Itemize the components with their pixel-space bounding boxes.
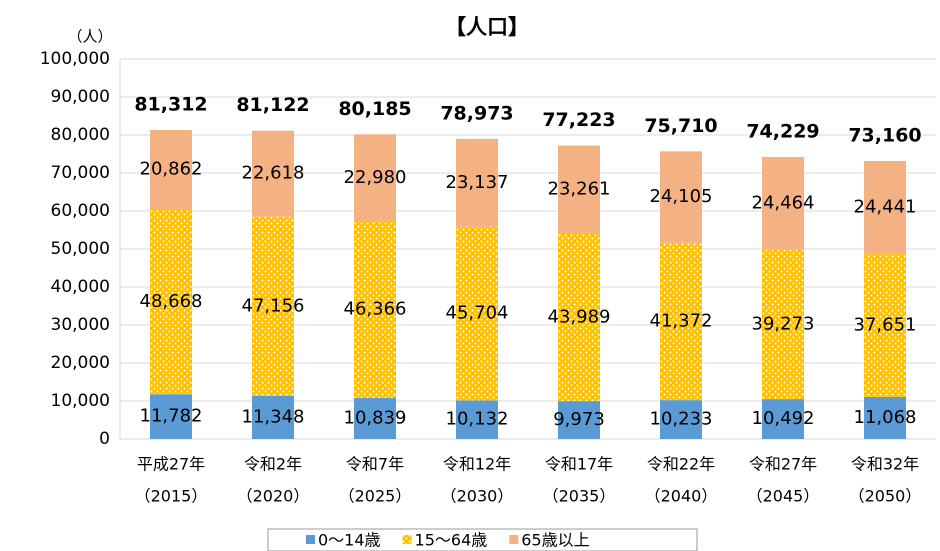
x-tick-year: （2025） xyxy=(339,487,412,506)
y-tick-label: 80,000 xyxy=(51,125,110,145)
bar-segment xyxy=(150,209,192,395)
value-label: 37,651 xyxy=(854,314,917,335)
legend-label: 65歳以上 xyxy=(521,531,589,550)
x-tick-year: （2030） xyxy=(441,487,514,506)
bar-segment xyxy=(558,401,600,439)
value-label: 47,156 xyxy=(242,295,305,316)
value-label: 11,782 xyxy=(140,406,203,427)
x-tick-label: 令和17年 xyxy=(545,455,613,474)
y-tick-label: 10,000 xyxy=(51,391,110,411)
x-tick-label: 平成27年 xyxy=(137,455,205,474)
total-label: 77,223 xyxy=(542,109,615,131)
y-tick-label: 40,000 xyxy=(51,277,110,297)
value-label: 9,973 xyxy=(553,409,605,430)
y-tick-label: 60,000 xyxy=(51,201,110,221)
total-label: 75,710 xyxy=(644,115,717,137)
y-tick-label: 30,000 xyxy=(51,315,110,335)
bar-segment xyxy=(150,130,192,210)
bar-segment xyxy=(456,138,498,227)
value-label: 24,464 xyxy=(752,192,815,213)
bar-segment xyxy=(252,395,294,439)
legend-label: 15～64歳 xyxy=(415,531,488,550)
value-label: 39,273 xyxy=(752,314,815,335)
x-tick-year: （2035） xyxy=(543,487,616,506)
value-label: 10,839 xyxy=(344,407,407,428)
value-label: 20,862 xyxy=(140,159,203,180)
x-tick-label: 令和32年 xyxy=(851,455,919,474)
bar-segment xyxy=(456,226,498,401)
total-label: 73,160 xyxy=(848,124,921,146)
value-label: 24,441 xyxy=(854,196,917,217)
x-tick-year: （2040） xyxy=(645,487,718,506)
legend-swatch xyxy=(306,535,315,544)
bar-segment xyxy=(762,156,804,250)
value-label: 23,261 xyxy=(548,179,611,200)
value-label: 23,137 xyxy=(446,172,509,193)
bar-segment xyxy=(252,216,294,396)
bar-segment xyxy=(354,134,396,222)
value-label: 46,366 xyxy=(344,299,407,320)
value-label: 24,105 xyxy=(650,186,713,207)
value-label: 22,618 xyxy=(242,163,305,184)
bar-segment xyxy=(456,400,498,439)
total-label: 78,973 xyxy=(440,102,513,124)
total-label: 81,122 xyxy=(236,94,309,116)
chart-title: 【人口】 xyxy=(445,15,529,39)
y-tick-label: 0 xyxy=(99,429,110,449)
value-label: 11,068 xyxy=(854,407,917,428)
x-tick-year: （2050） xyxy=(849,487,922,506)
value-label: 11,348 xyxy=(242,406,305,427)
legend-swatch xyxy=(402,535,412,544)
legend-box xyxy=(267,528,698,551)
value-label: 43,989 xyxy=(548,307,611,328)
value-label: 48,668 xyxy=(140,291,203,312)
value-label: 10,233 xyxy=(650,409,713,430)
value-label: 41,372 xyxy=(650,311,713,332)
total-label: 74,229 xyxy=(746,120,819,142)
x-tick-label: 令和22年 xyxy=(647,455,715,474)
legend-label: 0～14歳 xyxy=(318,531,381,550)
bar-segment xyxy=(558,233,600,402)
legend-swatch xyxy=(509,535,519,544)
bar-segment xyxy=(558,145,600,234)
x-tick-label: 令和2年 xyxy=(244,455,302,474)
y-tick-label: 20,000 xyxy=(51,353,110,373)
bar-segment xyxy=(864,396,906,439)
bar-segment xyxy=(762,249,804,400)
value-label: 45,704 xyxy=(446,303,509,324)
x-tick-year: （2045） xyxy=(747,487,820,506)
bar-segment xyxy=(660,242,702,401)
y-axis-label: （人） xyxy=(67,28,112,46)
value-label: 22,980 xyxy=(344,167,407,188)
bar-segment xyxy=(762,399,804,439)
x-tick-label: 令和12年 xyxy=(443,455,511,474)
value-label: 10,132 xyxy=(446,409,509,430)
x-tick-year: （2015） xyxy=(135,487,208,506)
bar-segment xyxy=(354,221,396,398)
x-tick-label: 令和7年 xyxy=(346,455,404,474)
x-tick-year: （2020） xyxy=(237,487,310,506)
bar-segment xyxy=(150,394,192,439)
y-tick-label: 100,000 xyxy=(40,49,110,69)
value-label: 10,492 xyxy=(752,408,815,429)
total-label: 80,185 xyxy=(338,98,411,120)
bar-segment xyxy=(660,151,702,243)
y-tick-label: 50,000 xyxy=(51,239,110,259)
bar-segment xyxy=(660,400,702,439)
bar-segment xyxy=(864,253,906,397)
y-tick-label: 70,000 xyxy=(51,163,110,183)
x-tick-label: 令和27年 xyxy=(749,455,817,474)
bar-segment xyxy=(864,160,906,254)
y-tick-label: 90,000 xyxy=(51,87,110,107)
bar-segment xyxy=(252,130,294,217)
bar-segment xyxy=(354,397,396,439)
total-label: 81,312 xyxy=(134,94,207,116)
